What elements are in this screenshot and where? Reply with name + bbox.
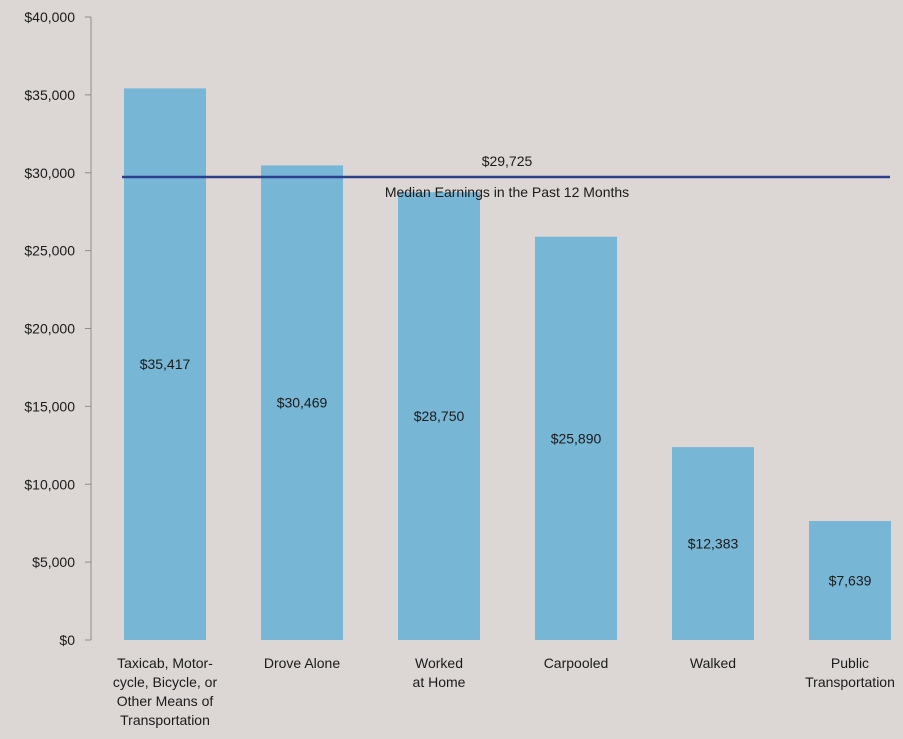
y-tick-label: $0 <box>59 632 75 648</box>
median-value-label: $29,725 <box>482 153 533 169</box>
y-tick-label: $40,000 <box>24 9 75 25</box>
bar-value-label: $7,639 <box>829 573 872 589</box>
x-category-label: Drove Alone <box>264 655 340 671</box>
bar <box>124 88 206 640</box>
bar <box>809 521 891 640</box>
x-axis-labels: Taxicab, Motor-cycle, Bicycle, or Other M… <box>113 655 895 728</box>
bar <box>261 165 343 641</box>
bars: $35,417 $30,469 $28,750 $25,890 $12,383 $7,63… <box>124 88 891 641</box>
y-tick-label: $10,000 <box>24 476 75 492</box>
median-line-label: Median Earnings in the Past 12 Months <box>385 184 629 200</box>
x-category-label: Worked at Home <box>413 655 466 690</box>
bar-value-label: $35,417 <box>140 356 191 372</box>
bar <box>672 447 754 640</box>
bar <box>398 192 480 640</box>
x-category-label: Taxicab, Motor-cycle, Bicycle, or Other M… <box>113 655 218 728</box>
bar <box>535 236 617 640</box>
x-category-label: Carpooled <box>544 655 609 671</box>
bar-value-label: $30,469 <box>277 395 328 411</box>
x-category-label: Public Transportation <box>805 655 895 690</box>
x-category-label: Walked <box>690 655 736 671</box>
bar-value-label: $12,383 <box>688 536 739 552</box>
y-axis: $0 $5,000 $10,000 $15,000 $20,000 $25,000 $30,… <box>24 9 92 648</box>
y-tick-label: $35,000 <box>24 87 75 103</box>
y-tick-label: $5,000 <box>32 554 75 570</box>
bar-value-label: $28,750 <box>414 408 465 424</box>
y-tick-label: $20,000 <box>24 321 75 337</box>
median-reference: $29,725 Median Earnings in the Past 12 Mo… <box>122 153 890 200</box>
y-tick-label: $30,000 <box>24 165 75 181</box>
y-tick-label: $15,000 <box>24 398 75 414</box>
y-tick-label: $25,000 <box>24 243 75 259</box>
bar-value-label: $25,890 <box>551 430 602 446</box>
